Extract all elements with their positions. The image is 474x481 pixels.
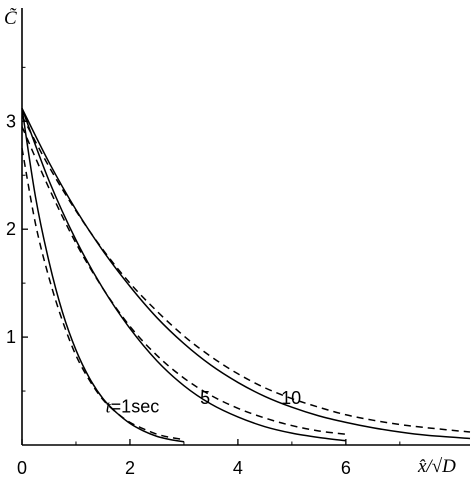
solid-curve-2 (21, 108, 346, 442)
x-axis-label: x̂/√D (417, 456, 456, 477)
annotations-layer: t=1sec 5 10 (106, 388, 301, 417)
x-tick-label: 0 (17, 458, 27, 478)
dashed-curve-1 (21, 148, 185, 441)
dashed-curve-2 (21, 126, 346, 435)
solid-curve-3 (21, 108, 471, 440)
time-value: =1sec (111, 397, 160, 417)
y-tick-label: 2 (6, 219, 16, 239)
ticks-layer: 0 2 4 6 1 2 3 (6, 66, 401, 478)
axes (21, 8, 470, 446)
curve-label-1: t=1sec (106, 397, 160, 417)
dashed-curve-3 (21, 115, 471, 433)
y-tick-label: 3 (6, 111, 16, 131)
curve-label-2: 5 (200, 388, 210, 408)
x-tick-label: 4 (233, 458, 243, 478)
y-tick-label: 1 (6, 327, 16, 347)
time-variable: t (106, 397, 112, 417)
y-axis-label: C̃ (4, 8, 17, 29)
x-tick-label: 2 (125, 458, 135, 478)
x-tick-label: 6 (341, 458, 351, 478)
series-layer (21, 108, 471, 443)
curve-label-3: 10 (281, 388, 301, 408)
